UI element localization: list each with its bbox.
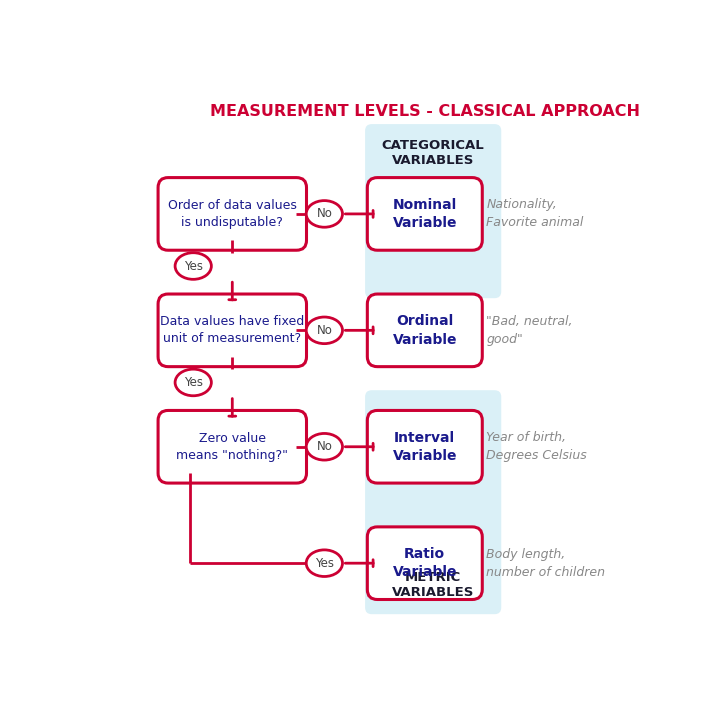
- FancyBboxPatch shape: [158, 410, 307, 483]
- FancyBboxPatch shape: [365, 124, 501, 298]
- Text: Body length,
number of children: Body length, number of children: [486, 548, 606, 579]
- Ellipse shape: [306, 433, 343, 460]
- Text: Nominal
Variable: Nominal Variable: [392, 198, 457, 230]
- Text: "Bad, neutral,
good": "Bad, neutral, good": [486, 315, 572, 346]
- FancyBboxPatch shape: [365, 390, 501, 614]
- Text: Interval
Variable: Interval Variable: [392, 431, 457, 463]
- FancyBboxPatch shape: [367, 527, 482, 600]
- Text: Zero value
means "nothing?": Zero value means "nothing?": [176, 432, 288, 462]
- FancyBboxPatch shape: [158, 294, 307, 366]
- Ellipse shape: [306, 550, 343, 577]
- Text: Ordinal
Variable: Ordinal Variable: [392, 314, 457, 346]
- Text: Nationality,
Favorite animal: Nationality, Favorite animal: [486, 199, 583, 230]
- Ellipse shape: [175, 253, 212, 279]
- Text: MEASUREMENT LEVELS - CLASSICAL APPROACH: MEASUREMENT LEVELS - CLASSICAL APPROACH: [210, 104, 640, 119]
- Ellipse shape: [306, 201, 343, 228]
- Text: No: No: [316, 207, 333, 220]
- Ellipse shape: [306, 317, 343, 343]
- FancyBboxPatch shape: [367, 410, 482, 483]
- Text: METRIC
VARIABLES: METRIC VARIABLES: [392, 571, 474, 599]
- Ellipse shape: [175, 369, 212, 396]
- Text: Yes: Yes: [315, 557, 334, 570]
- Text: Yes: Yes: [184, 259, 203, 273]
- FancyBboxPatch shape: [367, 178, 482, 251]
- FancyBboxPatch shape: [158, 178, 307, 251]
- Text: Year of birth,
Degrees Celsius: Year of birth, Degrees Celsius: [486, 431, 587, 462]
- Text: Data values have fixed
unit of measurement?: Data values have fixed unit of measureme…: [160, 315, 305, 346]
- Text: No: No: [316, 440, 333, 454]
- Text: Order of data values
is undisputable?: Order of data values is undisputable?: [168, 199, 297, 229]
- Text: CATEGORICAL
VARIABLES: CATEGORICAL VARIABLES: [382, 139, 485, 167]
- Text: Ratio
Variable: Ratio Variable: [392, 547, 457, 580]
- Text: No: No: [316, 324, 333, 337]
- Text: Yes: Yes: [184, 376, 203, 389]
- FancyBboxPatch shape: [367, 294, 482, 366]
